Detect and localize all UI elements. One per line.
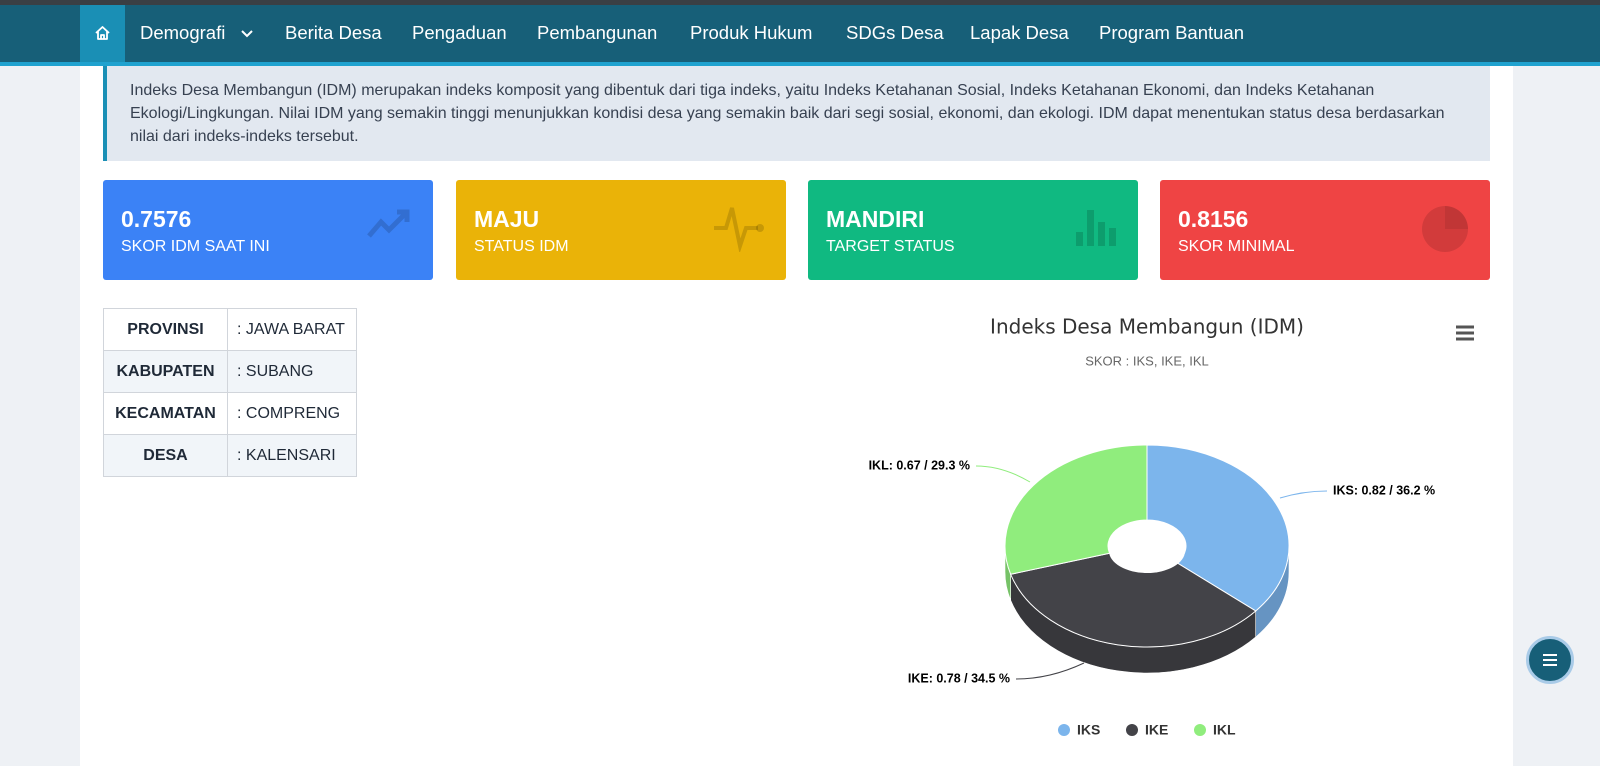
card-value: MANDIRI (826, 206, 925, 232)
cell-label: KECAMATAN (103, 392, 228, 435)
legend-marker (1058, 724, 1070, 736)
dropdown-caret (241, 30, 253, 38)
legend-marker (1126, 724, 1138, 736)
intro-text: Indeks Desa Membangun (IDM) merupakan in… (103, 66, 1490, 161)
slice (1146, 444, 1290, 612)
nav-item[interactable]: Program Bantuan (1099, 22, 1245, 43)
leader-line (1015, 662, 1085, 680)
menu-icon (1543, 654, 1557, 666)
data-label: IKE: 0.78 / 34.5 % (908, 671, 1010, 685)
floating-menu-button[interactable] (1526, 636, 1574, 684)
card-value: 0.7576 (121, 206, 192, 232)
home-icon (95, 26, 110, 40)
pie-icon (1422, 206, 1468, 252)
cell-label: DESA (103, 434, 228, 477)
trend-icon (367, 209, 410, 238)
legend-label: IKL (1213, 722, 1236, 738)
cell-value: : JAWA BARAT (227, 308, 357, 351)
table-row: DESA: KALENSARI (103, 434, 357, 477)
nav-item[interactable]: Berita Desa (285, 22, 382, 43)
chart-menu[interactable] (1456, 325, 1474, 341)
chart-title: Indeks Desa Membangun (IDM) (990, 315, 1304, 339)
nav-item[interactable]: Lapak Desa (970, 22, 1069, 43)
navbar: Demografi Berita Desa Pengaduan Pembangunan… (0, 5, 1600, 66)
card-label: SKOR MINIMAL (1178, 238, 1295, 255)
card: MAJU STATUS IDM (456, 180, 786, 280)
table-row: KECAMATAN: COMPRENG (103, 392, 357, 435)
legend-label: IKS (1077, 722, 1100, 738)
cell-label: PROVINSI (103, 308, 228, 351)
nav-item[interactable]: Pengaduan (412, 22, 507, 43)
cell-value: : KALENSARI (227, 434, 357, 477)
legend-marker (1194, 724, 1206, 736)
bars-icon (1076, 210, 1116, 246)
nav-item[interactable]: Produk Hukum (690, 22, 813, 43)
card-value: MAJU (474, 206, 540, 232)
card: MANDIRI TARGET STATUS (808, 180, 1138, 280)
data-label: IKL: 0.67 / 29.3 % (869, 458, 970, 472)
chart-subtitle: SKOR : IKS, IKE, IKL (1085, 353, 1209, 368)
card-value: 0.8156 (1178, 206, 1249, 232)
table-row: PROVINSI: JAWA BARAT (103, 308, 357, 351)
card: 0.7576 SKOR IDM SAAT INI (103, 180, 433, 280)
card-label: STATUS IDM (474, 238, 569, 255)
cell-label: KABUPATEN (103, 350, 228, 393)
legend-label: IKE (1145, 722, 1168, 738)
pulse-icon (714, 207, 764, 252)
card-label: TARGET STATUS (826, 238, 955, 255)
card: 0.8156 SKOR MINIMAL (1160, 180, 1490, 280)
nav-item[interactable]: SDGs Desa (846, 22, 944, 43)
nav-item[interactable]: Demografi (140, 22, 226, 43)
cell-value: : SUBANG (227, 350, 357, 393)
table-row: KABUPATEN: SUBANG (103, 350, 357, 393)
leader-line (1279, 490, 1328, 499)
cell-value: : COMPRENG (227, 392, 357, 435)
home-button[interactable] (80, 5, 125, 62)
hole (1109, 529, 1185, 573)
browser-edge (0, 0, 1600, 5)
location-table: PROVINSI: JAWA BARAT KABUPATEN: SUBANG KEC… (103, 308, 357, 477)
card-label: SKOR IDM SAAT INI (121, 238, 270, 255)
slice (1004, 444, 1148, 575)
data-label: IKS: 0.82 / 36.2 % (1333, 483, 1435, 497)
chart: Indeks Desa Membangun (IDM) SKOR : IKS, … (869, 315, 1474, 738)
leader-line (975, 465, 1031, 483)
nav-item[interactable]: Pembangunan (537, 22, 658, 43)
